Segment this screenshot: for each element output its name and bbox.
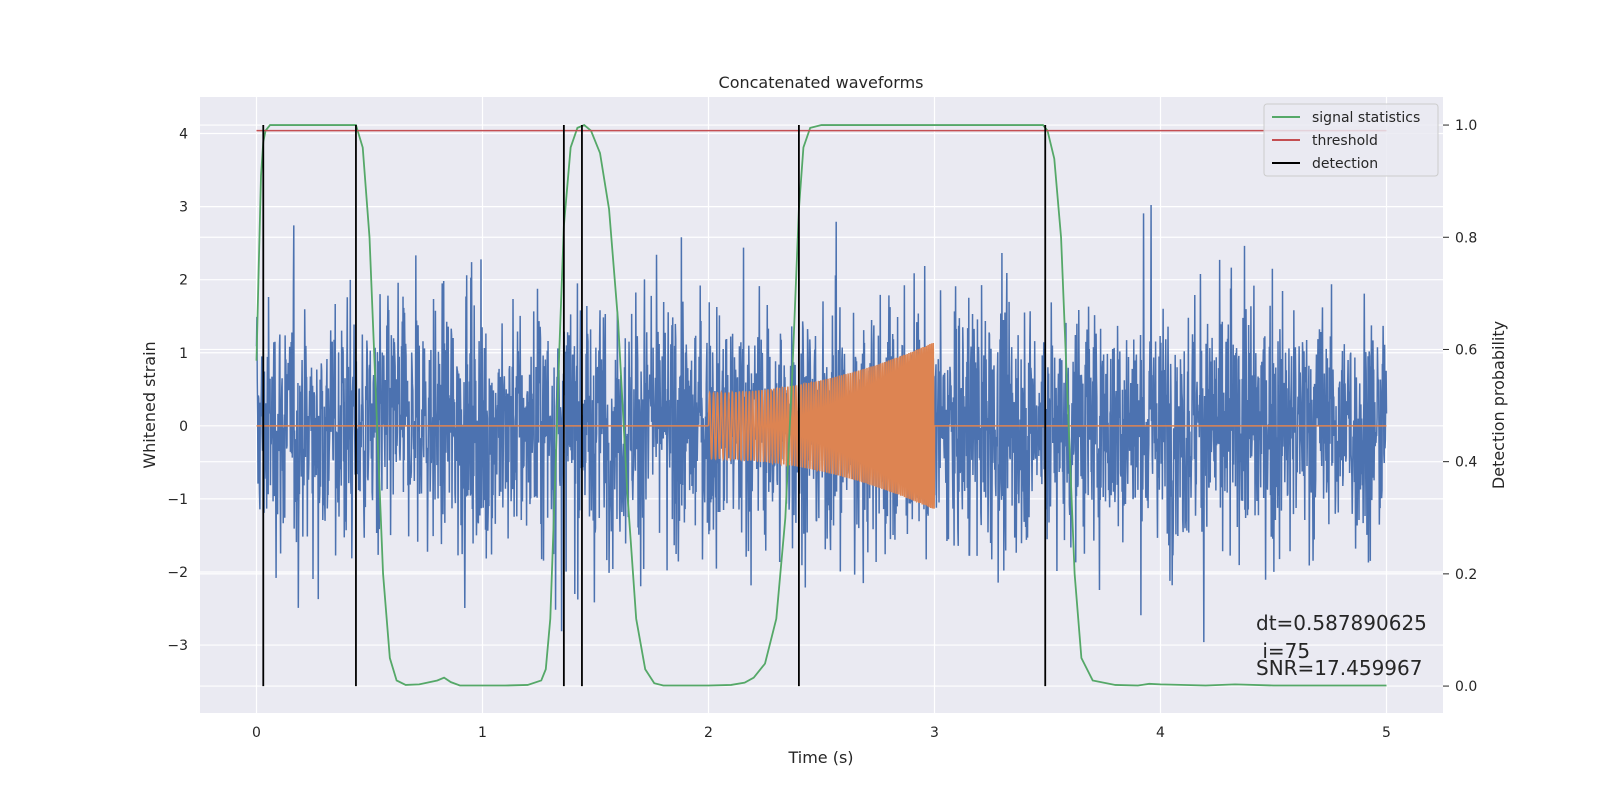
y-tick-label: 1 (179, 346, 188, 362)
x-tick-label: 1 (478, 725, 487, 741)
legend-entry-threshold: threshold (1312, 133, 1378, 149)
legend-entry-signal-statistics: signal statistics (1312, 110, 1420, 126)
x-tick-label: 2 (704, 725, 713, 741)
y2-tick-label: 0.0 (1455, 679, 1477, 695)
legend-box (1263, 103, 1439, 177)
x-axis-label: Time (s) (787, 748, 853, 767)
y-tick-label: 3 (179, 200, 188, 216)
x-tick-label: 5 (1382, 725, 1391, 741)
annotation: dt=0.587890625 i=75 SNR=17.459967 (1256, 611, 1427, 680)
x-tick-label: 0 (252, 725, 261, 741)
waveform-series (256, 342, 1387, 509)
annotation-dt: dt=0.587890625 (1256, 611, 1427, 635)
detection-series (262, 125, 1047, 687)
y2-tick-label: 0.8 (1455, 230, 1477, 246)
y2-axis-label: Detection probability (1489, 321, 1508, 489)
y-tick-label: −1 (167, 492, 188, 508)
y-tick-label: 2 (179, 273, 188, 289)
y2-tick-label: 1.0 (1455, 118, 1477, 134)
chart-title: Concatenated waveforms (719, 73, 924, 92)
annotation-snr: SNR=17.459967 (1256, 656, 1422, 680)
legend-entry-detection: detection (1312, 156, 1378, 172)
signal-statistics-series (255, 124, 1387, 687)
y-tick-label: 0 (179, 419, 188, 435)
ticks: 0 1 2 3 4 5 −3 −2 −1 0 1 2 3 4 0.0 0.2 0.4 0.6 0.8 1.0 (167, 118, 1477, 741)
annotation-i: i=75 (1256, 639, 1310, 663)
x-tick-label: 4 (1156, 725, 1165, 741)
legend: signal statistics threshold detection (1263, 103, 1439, 177)
y-axis-label: Whitened strain (140, 341, 159, 468)
y-tick-label: −2 (167, 565, 188, 581)
y2-tick-label: 0.2 (1455, 567, 1477, 583)
y-tick-label: −3 (167, 638, 188, 654)
signal-statistics-line (255, 124, 1387, 687)
x-tick-label: 3 (930, 725, 939, 741)
y2-tick-label: 0.6 (1455, 342, 1477, 358)
waveform-line (256, 342, 1387, 509)
y-tick-label: 4 (179, 127, 188, 143)
y2-tick-label: 0.4 (1455, 455, 1477, 471)
